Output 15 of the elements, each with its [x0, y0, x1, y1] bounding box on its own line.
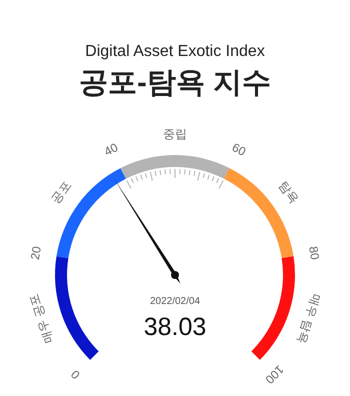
slice-label: 공포 [48, 178, 74, 206]
chart-title: 공포-탐욕 지수 [79, 67, 271, 99]
text: 2022/02/04 [150, 296, 200, 307]
text: 20 [28, 244, 44, 261]
text: 0 [68, 367, 83, 382]
text: 100 [262, 362, 287, 387]
text: 60 [230, 140, 248, 159]
text: 80 [306, 245, 322, 261]
slice-label: 매우 공포 [26, 292, 56, 346]
text: 40 [102, 140, 120, 159]
chart-subtitle: Digital Asset Exotic Index [85, 43, 265, 60]
slice-label: 매우 탐욕 [294, 292, 324, 346]
text: 38.03 [144, 313, 206, 341]
slice-label: 중립 [163, 127, 187, 142]
slice-label: 탐욕 [276, 178, 302, 206]
